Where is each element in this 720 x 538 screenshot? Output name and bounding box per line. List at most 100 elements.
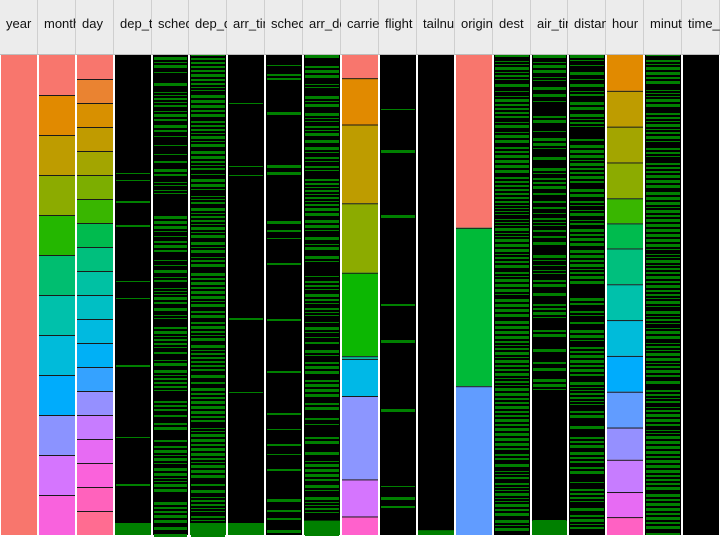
present-band [570, 84, 604, 87]
present-band [267, 499, 301, 502]
column-header-label: time_hour [688, 16, 720, 31]
present-band [495, 151, 529, 153]
level-divider [39, 135, 75, 136]
level-cell [342, 203, 378, 273]
column-header-label: minute [650, 16, 690, 31]
present-band [495, 388, 529, 391]
present-band [305, 441, 339, 444]
level-cell [39, 215, 75, 255]
present-band [495, 294, 529, 295]
column-header-tailnum[interactable]: tailnum [417, 0, 465, 55]
present-band [495, 254, 529, 255]
present-band [533, 55, 566, 58]
present-band [495, 79, 529, 80]
level-divider [456, 386, 492, 388]
level-cell [342, 55, 378, 79]
present-band [570, 269, 604, 270]
present-band [495, 477, 529, 479]
present-band [495, 458, 529, 460]
column-header-minute[interactable]: minute [644, 0, 689, 55]
present-band [305, 197, 339, 199]
present-band [154, 57, 187, 60]
present-band [646, 483, 680, 485]
present-band [305, 327, 339, 330]
present-band [305, 407, 339, 410]
present-band [191, 202, 225, 204]
present-band [570, 194, 604, 197]
present-band [267, 444, 301, 446]
column-header-day[interactable]: day [76, 0, 114, 55]
level-divider [77, 199, 113, 200]
present-band [570, 210, 604, 211]
column-header-label: carrier [347, 16, 384, 31]
level-cell [342, 516, 378, 535]
present-band [570, 176, 604, 179]
column-header-arr-delay[interactable]: arr_delay [303, 0, 363, 55]
present-band [191, 110, 225, 112]
present-band [116, 437, 150, 438]
column-header-distance[interactable]: distance [568, 0, 622, 55]
level-divider [456, 227, 492, 229]
present-band [570, 114, 604, 117]
present-band [381, 340, 415, 343]
column-header-month[interactable]: month [38, 0, 80, 55]
present-band [570, 441, 604, 443]
present-band [229, 318, 263, 320]
present-band [305, 220, 339, 223]
present-band [570, 524, 604, 525]
present-band [495, 504, 529, 507]
present-band [495, 433, 529, 436]
level-divider [77, 127, 113, 128]
present-band [646, 517, 680, 520]
present-band [533, 173, 566, 174]
present-band [495, 341, 529, 343]
present-band [267, 230, 301, 232]
level-divider [39, 215, 75, 216]
present-band [191, 534, 225, 537]
present-band [533, 218, 566, 220]
present-band [495, 61, 529, 62]
present-band [267, 429, 301, 430]
present-band [116, 298, 150, 299]
present-band [646, 260, 680, 263]
present-band [116, 365, 150, 367]
level-cell [39, 95, 75, 135]
present-band [305, 75, 339, 78]
column-header-flight[interactable]: flight [379, 0, 417, 55]
present-band [305, 371, 339, 374]
present-band [305, 55, 339, 58]
column-header-dest[interactable]: dest [493, 0, 531, 55]
column-header-carrier[interactable]: carrier [341, 0, 384, 55]
present-band [191, 199, 225, 200]
present-band [305, 350, 339, 353]
present-band [570, 467, 604, 469]
present-band [381, 304, 415, 306]
column-header-origin[interactable]: origin [455, 0, 493, 55]
column-header-dep-delay[interactable]: dep_delay [189, 0, 255, 55]
present-band [305, 461, 339, 462]
present-band [191, 184, 225, 187]
present-band [646, 522, 680, 524]
present-band [570, 493, 604, 495]
present-band [646, 316, 680, 317]
present-band [305, 294, 339, 297]
present-band [570, 360, 604, 363]
present-band [570, 79, 604, 80]
present-band [570, 181, 604, 183]
present-band [191, 470, 225, 473]
present-band [495, 211, 529, 212]
level-divider [342, 124, 378, 126]
present-band [533, 213, 566, 214]
present-band [570, 461, 604, 463]
present-band [154, 315, 187, 316]
present-band [116, 173, 150, 174]
present-band [495, 357, 529, 358]
column-header-hour[interactable]: hour [606, 0, 644, 55]
column-header-year[interactable]: year [0, 0, 38, 55]
column-header-time-hour[interactable]: time_hour [682, 0, 720, 55]
present-band [191, 121, 225, 123]
column-header-label: year [6, 16, 32, 31]
present-band [646, 323, 680, 324]
level-divider [77, 367, 113, 368]
present-band [191, 125, 225, 127]
